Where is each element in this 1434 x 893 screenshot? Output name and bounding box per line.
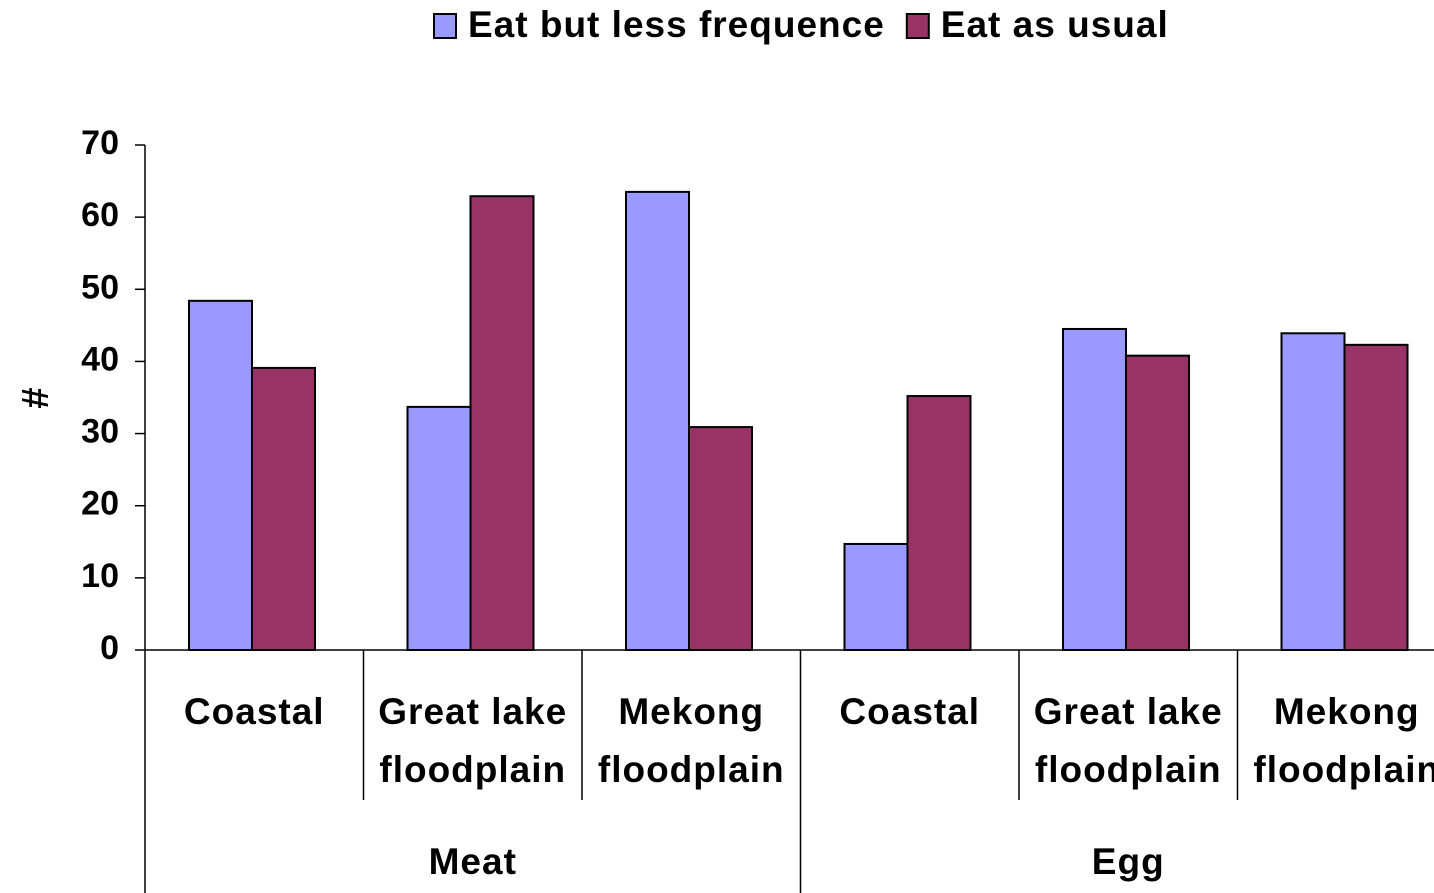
legend-swatch [433, 13, 457, 39]
legend-label: Eat but less frequence [468, 4, 885, 45]
y-tick-label: 70 [81, 124, 119, 162]
group-label: Meat [428, 841, 517, 882]
x-tick-label: Coastal [183, 691, 325, 732]
legend-label: Eat as usual [941, 4, 1169, 45]
bar [469, 195, 535, 651]
x-tick-label: Coastal [839, 691, 981, 732]
y-tick-label: 50 [81, 268, 119, 306]
bar [1280, 332, 1346, 651]
bar [1343, 343, 1409, 651]
y-tick-label: 40 [81, 340, 119, 378]
bar [1062, 327, 1127, 651]
group-label: Egg [1091, 841, 1165, 882]
legend-swatch [905, 13, 930, 39]
x-tick-label: Mekong floodplain [1253, 691, 1434, 790]
x-tick-label: Great lake floodplain [378, 691, 568, 790]
x-tick-label: Great lake floodplain [1033, 691, 1223, 790]
bar [188, 299, 253, 651]
y-tick-label: 20 [81, 485, 119, 523]
bar [843, 542, 909, 652]
bar [406, 405, 472, 651]
bar [688, 426, 753, 652]
y-tick-label: 30 [81, 413, 119, 451]
bar [906, 395, 972, 651]
y-tick-label: 0 [100, 629, 119, 667]
y-axis-label: # [15, 387, 57, 408]
x-tick-label: Mekong floodplain [597, 691, 785, 790]
y-tick-label: 60 [81, 196, 119, 234]
legend: Eat but less frequence Eat as usual [433, 4, 1169, 45]
y-tick-label: 10 [81, 557, 119, 595]
bar [251, 366, 316, 651]
bar [1125, 354, 1190, 651]
bar [625, 190, 690, 651]
